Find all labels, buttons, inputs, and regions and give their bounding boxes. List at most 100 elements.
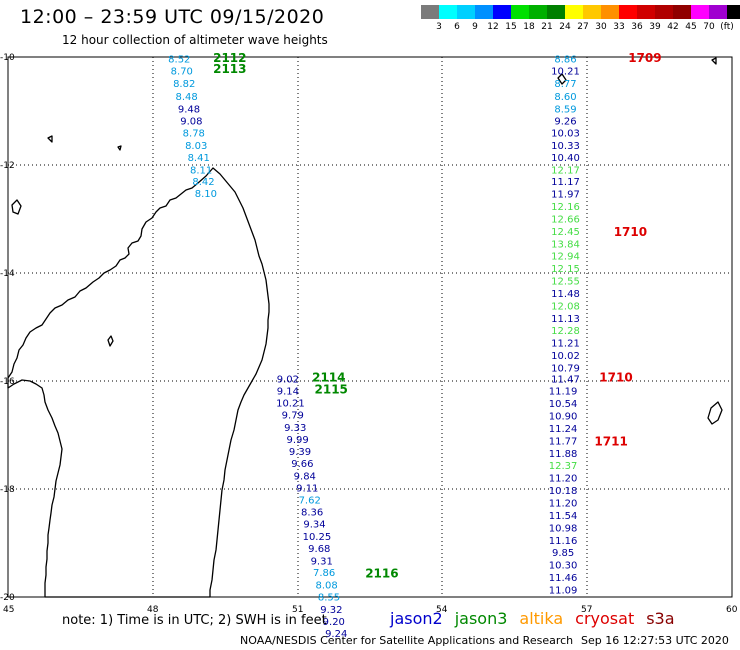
wave-height-value: 11.97: [551, 190, 580, 201]
coastline: [7, 57, 723, 598]
legend-swatch: [493, 5, 511, 19]
legend-swatch: [655, 5, 673, 19]
legend-swatch: [565, 5, 583, 19]
satellite-jason3: jason3: [454, 609, 508, 628]
legend-swatch: [439, 5, 457, 19]
latitude-labels: -10 -12 -14 -16 -18 -20: [0, 53, 15, 603]
legend-swatch: [547, 5, 565, 19]
wave-height-value: 10.18: [549, 486, 578, 497]
wave-height-value: 12.37: [549, 461, 578, 472]
pass-number-label: 2116: [365, 567, 398, 581]
wave-height-value: 8.10: [195, 189, 217, 200]
legend-swatch: [709, 5, 727, 19]
wave-height-value: 11.77: [549, 436, 578, 447]
wave-height-value: 8.77: [554, 79, 576, 90]
wave-height-value: 8.70: [171, 67, 193, 78]
wave-height-value: 12.55: [551, 277, 580, 288]
satellite-altika: altika: [519, 609, 564, 628]
legend-tick-label: 30: [595, 22, 607, 32]
wave-height-value: 10.21: [551, 67, 580, 78]
wave-height-value: 12.16: [551, 202, 580, 213]
wave-height-value: 8.82: [173, 79, 195, 90]
wave-height-value: 9.48: [178, 104, 200, 115]
pass-number-label: 2115: [315, 383, 348, 397]
wave-height-value: 7.86: [313, 568, 335, 579]
wave-height-value: 10.90: [549, 412, 578, 423]
wave-height-value: 8.78: [183, 129, 205, 140]
lon-label: 54: [436, 605, 448, 615]
wave-height-value: 10.03: [551, 129, 580, 140]
page-subtitle: 12 hour collection of altimeter wave hei…: [62, 33, 328, 47]
pass-number-label: 1710: [614, 225, 647, 239]
wave-height-value: 12.66: [551, 215, 580, 226]
lat-label: -18: [0, 485, 15, 495]
wave-height-value: 9.32: [320, 605, 342, 616]
wave-height-value: 8.86: [554, 55, 576, 66]
pass-number-label: 2113: [213, 62, 246, 76]
wave-height-value: 7.62: [299, 495, 321, 506]
satellite-jason2: jason2: [390, 609, 443, 628]
wave-height-value: 12.28: [551, 326, 580, 337]
legend-swatch: [529, 5, 547, 19]
altimeter-tracks: 8.528.708.82 8.489.48 9.088.788.038.418.11…: [168, 55, 580, 641]
wave-height-value: 9.68: [308, 544, 330, 555]
wave-height-value: 11.21: [551, 339, 580, 350]
small-island: [711, 57, 717, 65]
wave-height-value: 9.26: [554, 117, 576, 128]
wave-height-value: 8.11: [190, 165, 212, 176]
legend-swatch: [619, 5, 637, 19]
wave-height-value: 8.08: [315, 581, 337, 592]
legend-tick-label: 18: [523, 22, 535, 32]
small-island: [11, 199, 22, 215]
wave-height-value: 9.02: [277, 374, 299, 385]
pass-number-label: 1709: [628, 51, 661, 65]
wave-height-value: 11.48: [551, 289, 580, 300]
lat-label: -10: [0, 53, 15, 63]
legend-swatch: [691, 5, 709, 19]
legend-tick-label: 45: [685, 22, 697, 32]
legend-swatch: [421, 5, 439, 19]
wave-height-value: 11.19: [549, 387, 578, 398]
wave-height-value: 11.46: [549, 573, 578, 584]
wave-height-value: 10.40: [551, 153, 580, 164]
legend-swatch: [475, 5, 493, 19]
lat-label: -12: [0, 161, 15, 171]
legend-tick-label: 27: [577, 22, 589, 32]
small-island: [117, 145, 122, 151]
legend-tick-label: (ft): [720, 22, 734, 32]
wave-height-value: 8.42: [192, 177, 214, 188]
generated-timestamp: Sep 16 12:27:53 UTC 2020: [581, 634, 729, 647]
page-title: 12:00 – 23:59 UTC 09/15/2020: [20, 6, 325, 28]
satellite-cryosat: cryosat: [575, 609, 635, 628]
longitude-labels: 45 48 51 54 57 60: [3, 605, 738, 615]
wave-height-value: 9.34: [303, 520, 325, 531]
legend-tick-label: 9: [472, 22, 478, 32]
lon-label: 45: [3, 605, 14, 615]
legend-tick-label: 39: [649, 22, 661, 32]
wave-height-value: 9.20: [323, 617, 345, 628]
legend-swatch: [727, 5, 740, 19]
map-frame: [7, 56, 733, 598]
wave-height-value: 11.20: [549, 474, 578, 485]
legend-tick-label: 24: [559, 22, 571, 32]
wave-height-value: 8.36: [301, 508, 323, 519]
legend-tick-label: 21: [541, 22, 553, 32]
color-scale-ticks: 3 6 9 12 15 18 21 24 27 30 33 36 39 42 45 70 (ft): [421, 22, 740, 34]
wave-height-value: 8.55: [318, 593, 340, 604]
legend-swatch: [511, 5, 529, 19]
satellite-legend: jason2 jason3 altika cryosat s3a: [390, 609, 687, 628]
graticule: [8, 57, 732, 597]
wave-height-value: 10.25: [303, 532, 332, 543]
wave-height-value: 10.98: [549, 523, 578, 534]
wave-height-value: 10.54: [549, 399, 578, 410]
legend-tick-label: 15: [505, 22, 517, 32]
wave-height-value: 9.99: [286, 435, 308, 446]
wave-height-value: 8.48: [175, 92, 197, 103]
wave-height-value: 10.30: [549, 561, 578, 572]
pass-number-label: 2114: [312, 371, 345, 385]
wave-height-value: 9.85: [552, 548, 574, 559]
wave-height-value: 11.54: [549, 511, 578, 522]
